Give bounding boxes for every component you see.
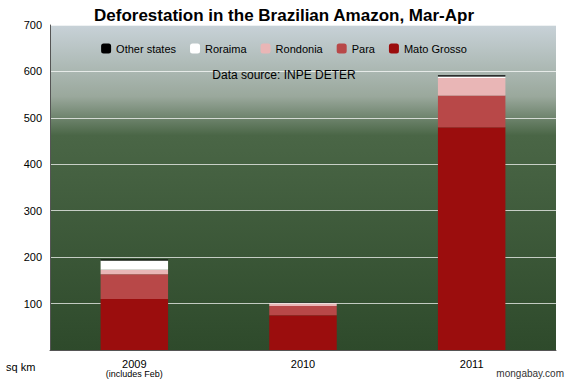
svg-text:300: 300 bbox=[24, 205, 42, 217]
svg-text:sq km: sq km bbox=[6, 361, 35, 373]
svg-text:2009: 2009 bbox=[122, 357, 147, 370]
svg-text:500: 500 bbox=[24, 112, 42, 124]
svg-text:Roraima: Roraima bbox=[205, 43, 247, 55]
svg-text:200: 200 bbox=[24, 251, 42, 263]
svg-text:Other states: Other states bbox=[116, 43, 176, 55]
svg-text:Mato Grosso: Mato Grosso bbox=[404, 43, 467, 55]
svg-text:Data source: INPE DETER: Data source: INPE DETER bbox=[212, 68, 356, 82]
svg-text:Rondonia: Rondonia bbox=[276, 43, 324, 55]
svg-text:Para: Para bbox=[352, 43, 376, 55]
svg-text:400: 400 bbox=[24, 158, 42, 170]
svg-text:700: 700 bbox=[24, 19, 42, 31]
svg-text:Deforestation in the Brazilian: Deforestation in the Brazilian Amazon, M… bbox=[94, 6, 474, 25]
svg-text:2011: 2011 bbox=[460, 358, 484, 370]
svg-text:mongabay.com: mongabay.com bbox=[496, 368, 564, 379]
svg-text:100: 100 bbox=[24, 298, 42, 310]
svg-text:2010: 2010 bbox=[291, 358, 315, 370]
svg-text:600: 600 bbox=[24, 65, 42, 77]
svg-text:(includes Feb): (includes Feb) bbox=[106, 369, 163, 379]
